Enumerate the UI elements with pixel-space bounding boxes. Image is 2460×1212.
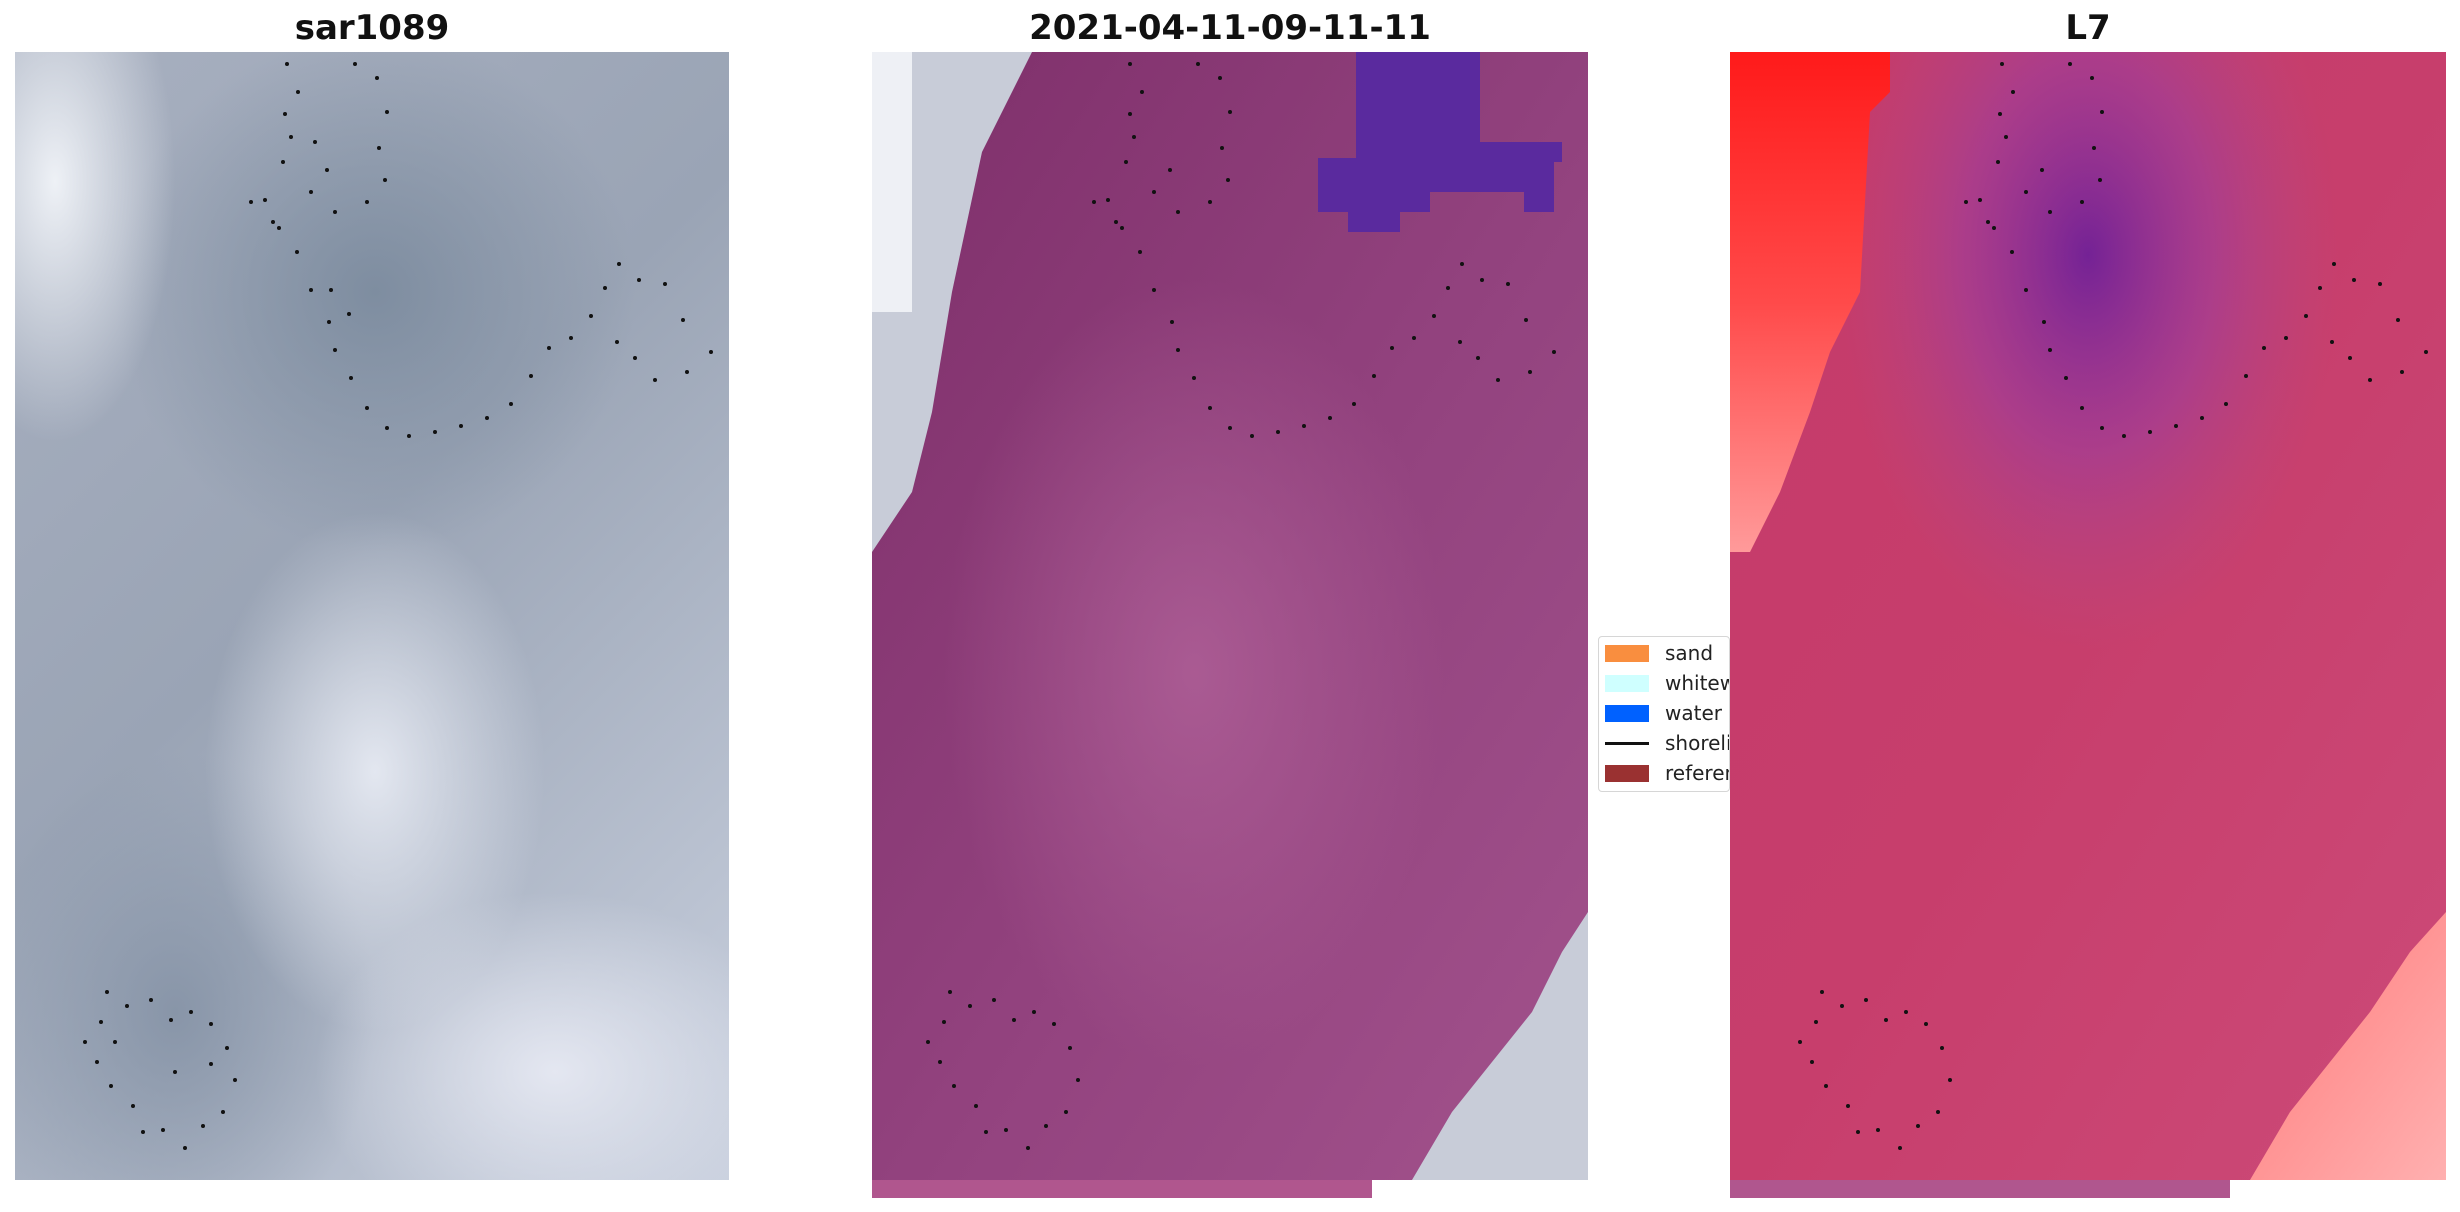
shoreline-dots-overlay	[83, 62, 713, 1150]
l7-image-panel	[1730, 52, 2446, 1198]
legend-swatch-whitewater	[1605, 674, 1649, 692]
legend-swatch-reference	[1605, 764, 1649, 782]
legend-label: reference	[1665, 761, 1729, 785]
legend-item-reference: reference	[1605, 761, 1729, 785]
legend-swatch-sand	[1605, 644, 1649, 662]
classified-image-panel	[872, 52, 1588, 1198]
legend-swatch-water	[1605, 704, 1649, 722]
sar-image-panel	[15, 52, 729, 1180]
legend-label: water	[1665, 701, 1722, 725]
l7-overlay	[1730, 52, 2446, 1198]
legend-item-sand: sand	[1605, 641, 1713, 665]
panel-title-l7: L7	[2065, 8, 2111, 48]
legend-label: sand	[1665, 641, 1714, 665]
classification-overlay	[872, 52, 1588, 1198]
panel-title-date: 2021-04-11-09-11-11	[1029, 8, 1431, 48]
legend-label: shoreline	[1665, 731, 1729, 755]
legend-line-shoreline	[1605, 741, 1649, 745]
legend-item-water: water	[1605, 701, 1722, 725]
legend-item-shoreline: shoreline	[1605, 731, 1729, 755]
panel-title-sar: sar1089	[294, 8, 450, 48]
